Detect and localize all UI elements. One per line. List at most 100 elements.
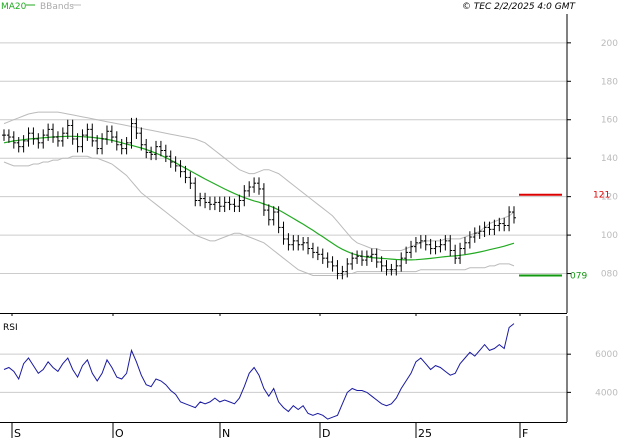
price-bar <box>487 221 492 236</box>
price-bar <box>458 242 463 264</box>
x-tick-label-S: S <box>14 427 21 440</box>
price-bar <box>276 206 281 234</box>
copyright-label: © TEC 2/2/2025 4:0 GMT <box>462 2 577 12</box>
support-label: 079 <box>570 271 587 281</box>
price-bar <box>296 235 301 251</box>
price-bar <box>418 235 423 249</box>
price-bar <box>242 185 247 207</box>
price-bar <box>158 140 163 157</box>
price-bar <box>482 221 487 238</box>
price-bar <box>168 150 173 168</box>
price-bar <box>467 231 472 249</box>
price-bar <box>404 246 409 264</box>
price-bar <box>41 129 46 149</box>
price-bar <box>247 181 252 197</box>
rsi-tick-label-40: 4000 <box>595 388 618 398</box>
price-bar <box>70 119 75 145</box>
price-bar <box>227 196 232 211</box>
price-bar <box>320 248 325 264</box>
price-bar <box>389 263 394 276</box>
price-bar <box>188 171 193 189</box>
bollinger-bands <box>3 111 515 276</box>
price-bar <box>85 123 90 141</box>
price-bar <box>497 217 502 232</box>
price-bar <box>428 238 433 255</box>
price-bar <box>310 242 315 259</box>
price-bar <box>154 140 159 161</box>
x-axis: S O N D 25 F <box>11 313 528 440</box>
price-bar <box>217 196 222 213</box>
price-bar <box>462 237 467 255</box>
price-bar <box>16 137 21 153</box>
price-bar <box>198 192 203 207</box>
price-bar <box>291 235 296 251</box>
price-bar <box>203 192 208 209</box>
price-bar <box>355 250 360 264</box>
price-bar <box>134 117 139 139</box>
price-bar <box>350 252 355 270</box>
price-bar <box>124 137 129 155</box>
price-bar <box>114 131 119 151</box>
price-bar <box>60 127 65 147</box>
price-bar <box>36 133 41 149</box>
price-bar <box>266 204 271 226</box>
price-bar <box>384 260 389 276</box>
price-bar <box>11 131 16 149</box>
price-bar <box>340 265 345 280</box>
price-bar <box>6 129 11 143</box>
price-bar <box>261 183 266 216</box>
price-bar <box>409 240 414 259</box>
price-bar <box>359 250 364 266</box>
price-bar <box>80 129 85 153</box>
price-bar <box>183 165 188 184</box>
price-bar <box>55 131 60 147</box>
price-bar <box>443 235 448 251</box>
price-bar <box>394 260 399 276</box>
price-bar <box>207 196 212 211</box>
price-bar <box>75 133 80 153</box>
price-bar <box>178 160 183 178</box>
price-bar <box>374 248 379 268</box>
ma20-path <box>3 135 515 261</box>
price-bar <box>129 117 134 149</box>
price-bar <box>163 144 168 163</box>
price-tick-label-120: 120 <box>601 193 618 203</box>
price-bar <box>222 196 227 213</box>
price-bar <box>507 206 512 232</box>
resistance-label: 121 <box>593 191 610 201</box>
price-tick-label-80: 080 <box>601 270 618 280</box>
price-bar <box>413 237 418 253</box>
price-bar <box>379 256 384 272</box>
rsi-y-axis: 4000 6000 <box>567 350 618 398</box>
price-bar <box>139 127 144 151</box>
price-bar <box>286 233 291 251</box>
price-tick-label-140: 140 <box>601 154 618 164</box>
price-bar <box>119 138 124 155</box>
price-bar <box>144 138 149 159</box>
price-bar <box>364 250 369 266</box>
price-bar <box>448 235 453 257</box>
price-tick-label-160: 160 <box>601 116 618 126</box>
rsi-line <box>3 323 515 420</box>
rsi-tick-label-60: 6000 <box>595 350 618 360</box>
support-resistance-levels: 121 079 <box>519 191 610 281</box>
price-bar <box>232 198 237 213</box>
x-tick-label-25: 25 <box>418 427 432 440</box>
bbands-lower <box>3 155 515 276</box>
price-bar <box>90 123 95 147</box>
price-tick-label-180: 180 <box>601 77 618 87</box>
price-bar <box>492 219 497 236</box>
price-bar <box>433 240 438 255</box>
price-bar <box>252 177 257 193</box>
price-bar <box>345 258 350 278</box>
price-bar <box>301 237 306 251</box>
legend-bbands: BBands <box>40 2 74 12</box>
price-bar <box>330 256 335 272</box>
price-bar <box>100 133 105 155</box>
bbands-upper <box>3 111 515 251</box>
price-bar <box>315 246 320 261</box>
price-bar <box>173 156 178 172</box>
price-bar <box>31 127 36 145</box>
price-tick-label-100: 100 <box>601 231 618 241</box>
